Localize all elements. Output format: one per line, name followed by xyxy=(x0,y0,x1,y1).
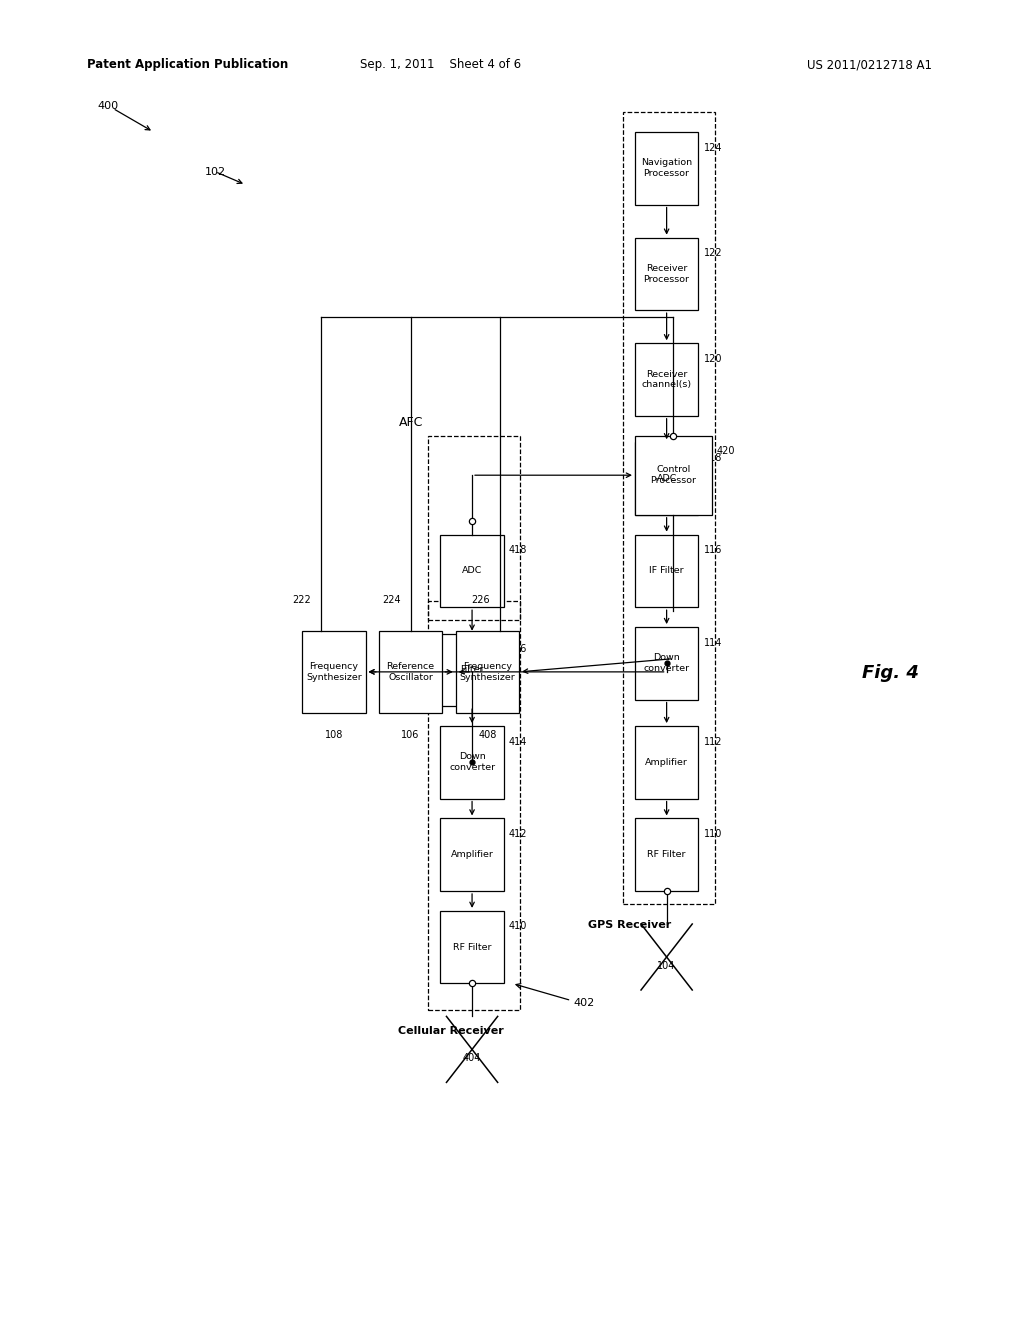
Bar xyxy=(428,601,520,1010)
Text: 412: 412 xyxy=(509,829,527,840)
Bar xyxy=(635,726,698,799)
Text: Sep. 1, 2011    Sheet 4 of 6: Sep. 1, 2011 Sheet 4 of 6 xyxy=(359,58,521,71)
Text: Reference
Oscillator: Reference Oscillator xyxy=(387,663,434,681)
Text: 118: 118 xyxy=(703,453,722,463)
Bar xyxy=(623,112,715,904)
Bar xyxy=(635,442,698,515)
Text: Receiver
Processor: Receiver Processor xyxy=(644,264,689,284)
Text: Amplifier: Amplifier xyxy=(451,850,494,859)
Text: 120: 120 xyxy=(703,354,722,364)
Text: 222: 222 xyxy=(292,594,311,605)
Bar xyxy=(635,343,698,416)
Text: 116: 116 xyxy=(703,545,722,556)
Text: US 2011/0212718 A1: US 2011/0212718 A1 xyxy=(807,58,932,71)
Text: ADC: ADC xyxy=(656,474,677,483)
Bar xyxy=(440,818,504,891)
Text: Filter: Filter xyxy=(461,665,483,675)
Bar xyxy=(440,726,504,799)
Text: Receiver
channel(s): Receiver channel(s) xyxy=(642,370,691,389)
Text: Frequency
Synthesizer: Frequency Synthesizer xyxy=(306,663,361,681)
Text: 114: 114 xyxy=(703,638,722,648)
Text: 410: 410 xyxy=(509,921,527,932)
Text: 122: 122 xyxy=(703,248,722,259)
Text: Patent Application Publication: Patent Application Publication xyxy=(87,58,289,71)
Bar xyxy=(302,631,366,713)
Text: 106: 106 xyxy=(401,730,420,741)
Bar xyxy=(635,436,712,515)
Text: ADC: ADC xyxy=(462,566,482,576)
Text: 416: 416 xyxy=(509,644,527,655)
Text: Down
converter: Down converter xyxy=(643,653,690,673)
Text: RF Filter: RF Filter xyxy=(647,850,686,859)
Text: Control
Processor: Control Processor xyxy=(650,466,696,484)
Text: 400: 400 xyxy=(97,100,119,111)
Bar xyxy=(635,818,698,891)
Bar xyxy=(379,631,442,713)
Text: 108: 108 xyxy=(325,730,343,741)
Text: Amplifier: Amplifier xyxy=(645,758,688,767)
Bar xyxy=(635,238,698,310)
Text: GPS Receiver: GPS Receiver xyxy=(588,920,672,931)
Bar xyxy=(440,911,504,983)
Text: 104: 104 xyxy=(657,961,676,972)
Text: 418: 418 xyxy=(509,545,527,556)
Bar xyxy=(635,132,698,205)
Text: IF Filter: IF Filter xyxy=(649,566,684,576)
Text: Navigation
Processor: Navigation Processor xyxy=(641,158,692,178)
Bar xyxy=(440,634,504,706)
Text: 408: 408 xyxy=(478,730,497,741)
Text: 124: 124 xyxy=(703,143,722,153)
Text: 402: 402 xyxy=(573,998,595,1008)
Text: 404: 404 xyxy=(463,1053,481,1064)
Text: AFC: AFC xyxy=(398,416,423,429)
Bar xyxy=(635,535,698,607)
Text: 224: 224 xyxy=(382,594,400,605)
Bar xyxy=(440,535,504,607)
Bar xyxy=(428,436,520,620)
Text: 226: 226 xyxy=(471,594,489,605)
Bar xyxy=(635,627,698,700)
Text: Frequency
Synthesizer: Frequency Synthesizer xyxy=(460,663,515,681)
Text: Fig. 4: Fig. 4 xyxy=(862,664,920,682)
Text: 110: 110 xyxy=(703,829,722,840)
Text: RF Filter: RF Filter xyxy=(453,942,492,952)
Text: 420: 420 xyxy=(717,446,735,457)
Bar xyxy=(456,631,519,713)
Text: 112: 112 xyxy=(703,737,722,747)
Text: 102: 102 xyxy=(205,166,226,177)
Text: Cellular Receiver: Cellular Receiver xyxy=(397,1026,504,1036)
Text: 414: 414 xyxy=(509,737,527,747)
Text: Down
converter: Down converter xyxy=(449,752,496,772)
